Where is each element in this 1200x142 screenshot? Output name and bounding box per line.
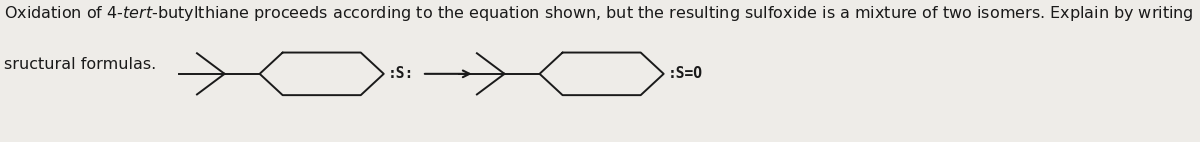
Text: Oxidation of 4-$\mathit{tert}$-butylthiane proceeds according to the equation sh: Oxidation of 4-$\mathit{tert}$-butylthia… [4, 4, 1200, 23]
Text: :S=O: :S=O [668, 66, 703, 81]
Text: :S:: :S: [388, 66, 414, 81]
Text: sructural formulas.: sructural formulas. [4, 57, 156, 72]
